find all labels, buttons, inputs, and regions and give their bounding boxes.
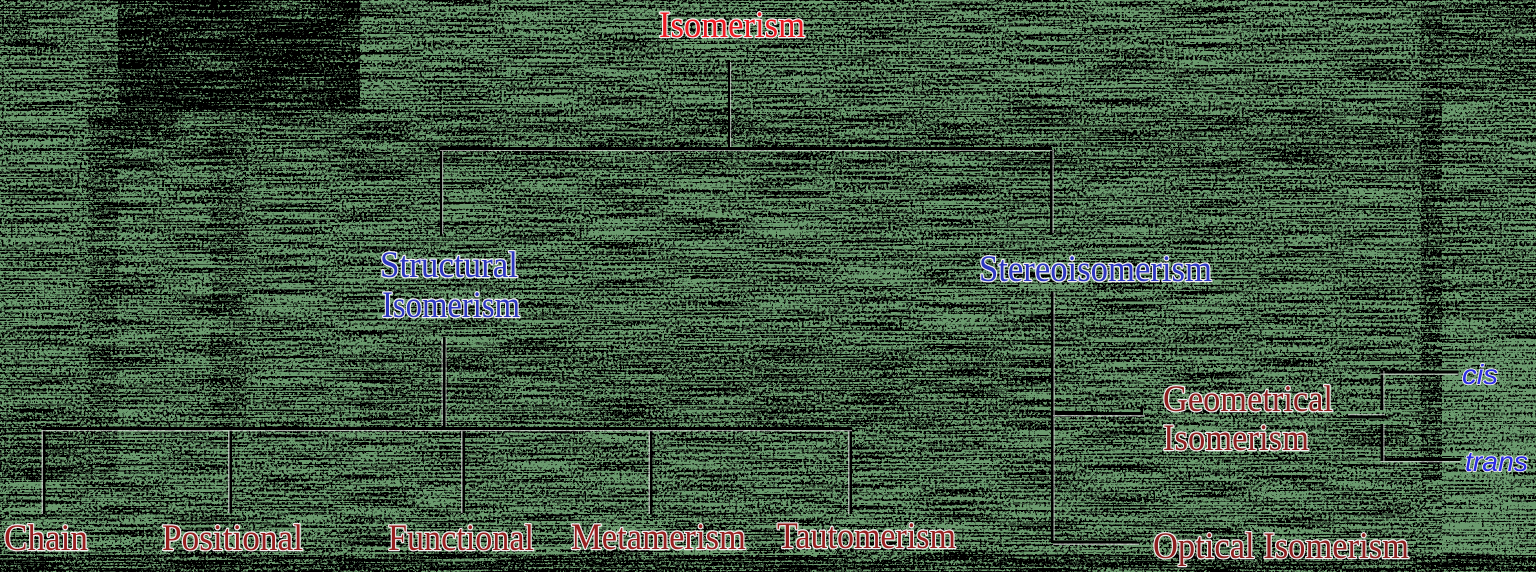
svg-text:Isomerism: Isomerism — [382, 285, 520, 326]
svg-text:Isomerism: Isomerism — [1163, 418, 1309, 459]
svg-text:trans: trans — [1465, 446, 1528, 477]
svg-text:cis: cis — [1462, 359, 1498, 390]
svg-text:Functional: Functional — [388, 518, 534, 559]
svg-text:Optical Isomerism: Optical Isomerism — [1153, 526, 1409, 567]
svg-text:Isomerism: Isomerism — [659, 5, 805, 46]
svg-text:Chain: Chain — [4, 518, 88, 559]
svg-text:Geometrical: Geometrical — [1163, 379, 1333, 420]
svg-text:Tautomerism: Tautomerism — [777, 516, 956, 557]
svg-text:Metamerism: Metamerism — [571, 517, 746, 558]
svg-text:Stereoisomerism: Stereoisomerism — [979, 249, 1212, 290]
svg-text:Structural: Structural — [380, 245, 518, 286]
svg-text:Positional: Positional — [162, 518, 303, 559]
